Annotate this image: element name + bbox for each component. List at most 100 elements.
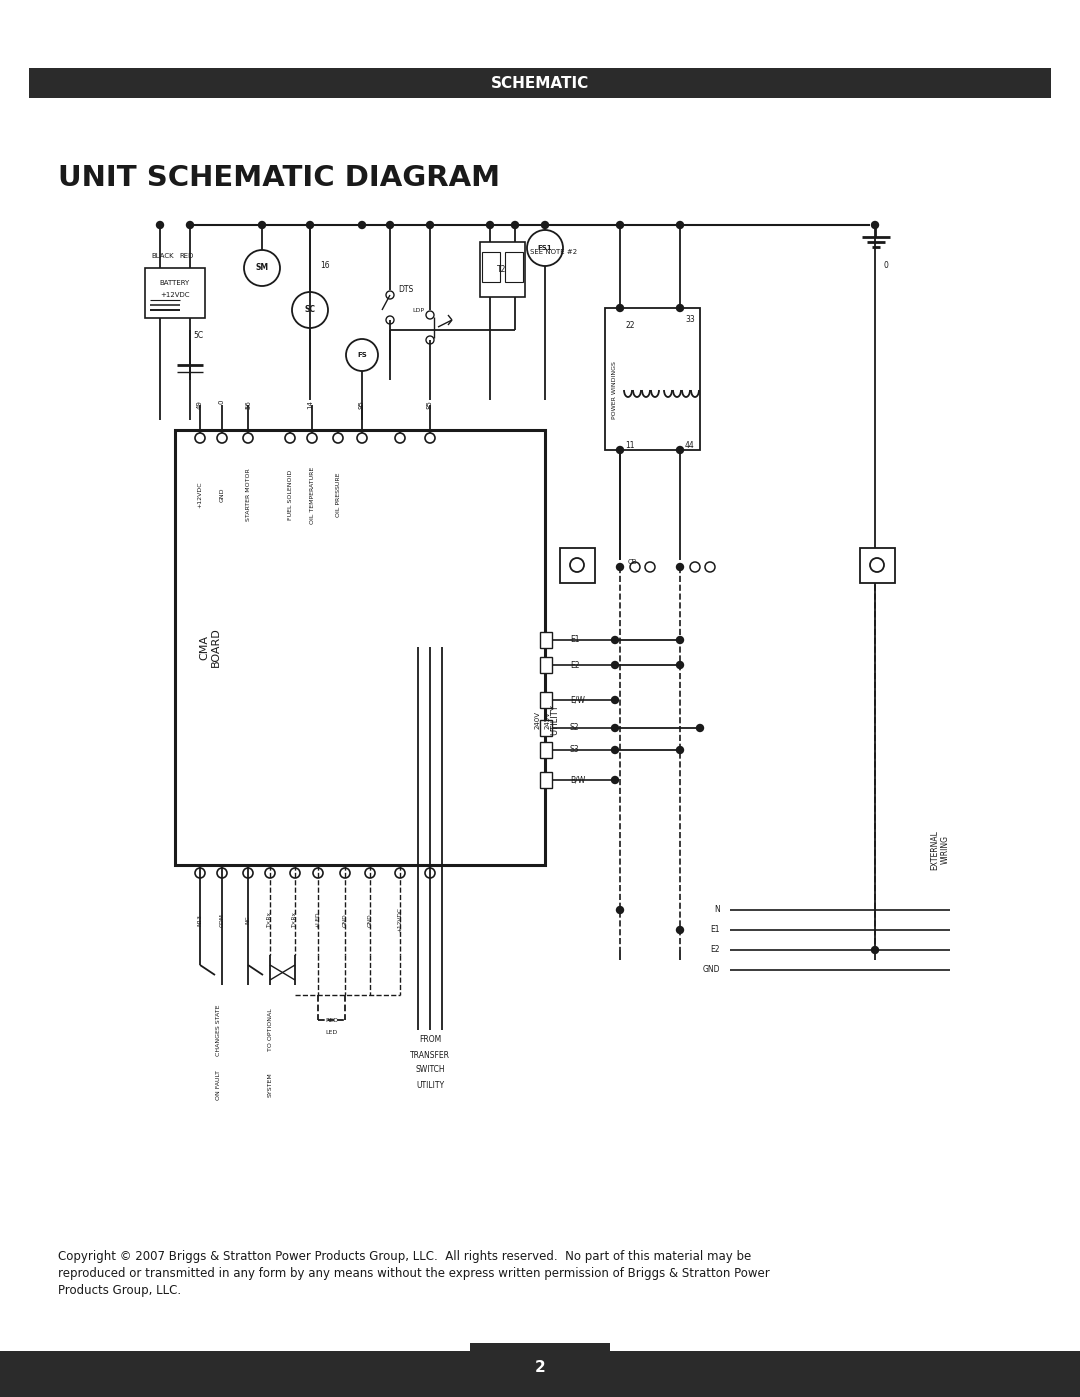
Text: T×Rx: T×Rx	[293, 912, 297, 928]
Circle shape	[870, 557, 885, 571]
Bar	[29, 68, 1051, 98]
Circle shape	[426, 868, 435, 877]
Circle shape	[426, 337, 434, 344]
Circle shape	[697, 725, 703, 732]
Text: CHANGES STATE: CHANGES STATE	[216, 1004, 220, 1056]
Text: B/W: B/W	[570, 775, 585, 785]
Text: STARTER MOTOR: STARTER MOTOR	[245, 468, 251, 521]
Bar	[540, 742, 552, 759]
Circle shape	[611, 662, 619, 669]
Circle shape	[333, 433, 343, 443]
Circle shape	[307, 222, 313, 229]
Circle shape	[676, 746, 684, 753]
Circle shape	[611, 777, 619, 784]
Text: TO OPTIONAL: TO OPTIONAL	[268, 1009, 272, 1052]
Text: E1: E1	[570, 636, 580, 644]
Circle shape	[690, 562, 700, 571]
Bar	[540, 631, 552, 648]
Text: N13: N13	[198, 914, 203, 926]
Bar	[605, 307, 700, 450]
Bar	[540, 657, 552, 673]
Text: RED: RED	[179, 253, 193, 258]
Text: FUEL SOLENOID: FUEL SOLENOID	[287, 469, 293, 520]
Text: 95: 95	[359, 400, 365, 409]
Text: GND: GND	[367, 914, 373, 926]
Circle shape	[611, 637, 619, 644]
Text: N: N	[714, 905, 720, 915]
Text: T2: T2	[497, 264, 507, 274]
Circle shape	[395, 868, 405, 877]
Text: LDP: LDP	[411, 307, 424, 313]
Text: SEE NOTE #2: SEE NOTE #2	[530, 249, 577, 256]
Circle shape	[426, 433, 435, 443]
Circle shape	[676, 222, 684, 229]
Text: 16: 16	[320, 260, 329, 270]
Bar	[561, 548, 595, 583]
Circle shape	[265, 868, 275, 877]
Circle shape	[307, 433, 318, 443]
Circle shape	[292, 292, 328, 328]
Circle shape	[705, 562, 715, 571]
Circle shape	[359, 222, 365, 229]
Text: POWER WINDINGS: POWER WINDINGS	[612, 360, 618, 419]
Circle shape	[611, 725, 619, 732]
Circle shape	[243, 433, 253, 443]
Text: Copyright © 2007 Briggs & Stratton Power Products Group, LLC.  All rights reserv: Copyright © 2007 Briggs & Stratton Power…	[58, 1250, 752, 1263]
Bar	[505, 251, 523, 282]
Text: 240V: 240V	[535, 711, 541, 729]
Circle shape	[541, 222, 549, 229]
Text: reproduced or transmitted in any form by any means without the express written p: reproduced or transmitted in any form by…	[58, 1267, 770, 1280]
Circle shape	[195, 868, 205, 877]
Circle shape	[645, 562, 654, 571]
Circle shape	[617, 907, 623, 914]
Bar	[860, 548, 895, 583]
Circle shape	[617, 222, 623, 229]
Circle shape	[617, 447, 623, 454]
Circle shape	[872, 947, 878, 954]
Text: ON FAULT: ON FAULT	[216, 1070, 220, 1099]
Circle shape	[195, 433, 205, 443]
Circle shape	[427, 222, 433, 229]
Text: OIL TEMPERATURE: OIL TEMPERATURE	[310, 467, 314, 524]
Circle shape	[676, 926, 684, 933]
Circle shape	[187, 222, 193, 229]
Text: +12VDC: +12VDC	[198, 482, 203, 509]
Circle shape	[357, 433, 367, 443]
Text: +LED: +LED	[315, 912, 321, 928]
Circle shape	[395, 433, 405, 443]
Text: EXTERNAL
WIRING: EXTERNAL WIRING	[930, 830, 949, 870]
Text: FS1: FS1	[538, 244, 552, 251]
Circle shape	[217, 433, 227, 443]
Circle shape	[630, 562, 640, 571]
Text: TRANSFER: TRANSFER	[410, 1051, 450, 1059]
Circle shape	[258, 222, 266, 229]
Text: +12VDC: +12VDC	[160, 292, 190, 298]
Text: LED: LED	[326, 1030, 338, 1035]
Circle shape	[676, 662, 684, 669]
Text: E2: E2	[711, 946, 720, 954]
Text: GND: GND	[702, 965, 720, 975]
Circle shape	[527, 231, 563, 265]
Circle shape	[243, 868, 253, 877]
Circle shape	[386, 316, 394, 324]
Text: 49: 49	[197, 400, 203, 409]
Text: 11: 11	[625, 440, 635, 450]
Bar	[470, 1343, 610, 1397]
Text: 56: 56	[245, 400, 251, 409]
Text: 2: 2	[535, 1361, 545, 1376]
Circle shape	[217, 868, 227, 877]
Text: E1: E1	[711, 925, 720, 935]
Text: 0: 0	[883, 260, 888, 270]
Circle shape	[611, 697, 619, 704]
Circle shape	[611, 746, 619, 753]
Text: E2: E2	[570, 661, 580, 669]
Text: GND: GND	[219, 488, 225, 503]
Circle shape	[340, 868, 350, 877]
Text: 85: 85	[427, 400, 433, 409]
Text: SM: SM	[256, 264, 269, 272]
Text: 44: 44	[685, 440, 694, 450]
Bar	[540, 773, 552, 788]
Text: 33: 33	[685, 316, 694, 324]
Text: +12VDC: +12VDC	[397, 908, 403, 933]
Text: 14: 14	[307, 400, 313, 409]
